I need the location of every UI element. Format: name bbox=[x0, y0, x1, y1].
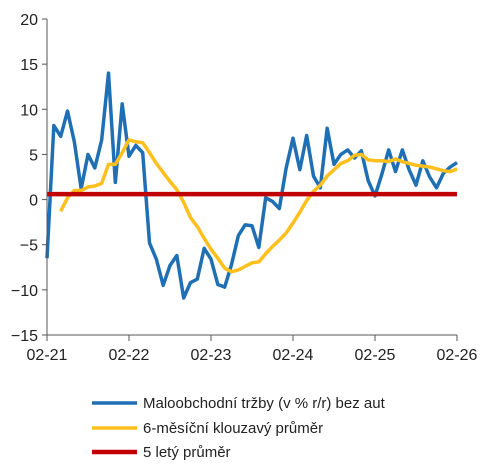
x-tick-label: 02-22 bbox=[109, 347, 150, 364]
y-tick-label: −5 bbox=[20, 238, 38, 255]
x-axis: 02-21 02-22 02-23 02-24 02-25 02-26 bbox=[27, 334, 478, 364]
y-tick-label: 15 bbox=[20, 57, 38, 74]
x-tick-label: 02-23 bbox=[191, 347, 232, 364]
x-tick-label: 02-24 bbox=[273, 347, 314, 364]
legend-item-five-year-average: 5 letý průměr bbox=[92, 444, 231, 461]
y-tick-label: −15 bbox=[11, 328, 38, 345]
y-tick-label: 20 bbox=[20, 12, 38, 29]
y-tick-label: 10 bbox=[20, 102, 38, 119]
legend-label: Maloobchodní tržby (v % r/r) bez aut bbox=[143, 395, 386, 412]
y-tick-label: 0 bbox=[29, 193, 38, 210]
moving-average-series bbox=[59, 138, 458, 274]
legend-label: 6-měsíční klouzavý průměr bbox=[143, 420, 323, 437]
x-tick-label: 02-25 bbox=[355, 347, 396, 364]
y-tick-label: 5 bbox=[29, 147, 38, 164]
legend-item-retail-sales: Maloobchodní tržby (v % r/r) bez aut bbox=[92, 395, 386, 412]
legend-label: 5 letý průměr bbox=[143, 444, 231, 461]
y-tick-label: −10 bbox=[11, 283, 38, 300]
legend-item-moving-average: 6-měsíční klouzavý průměr bbox=[92, 420, 323, 437]
x-tick-label: 02-26 bbox=[437, 347, 478, 364]
legend: Maloobchodní tržby (v % r/r) bez aut 6-mě… bbox=[92, 395, 386, 461]
y-axis: 20 15 10 5 0 −5 −10 −15 bbox=[11, 12, 48, 345]
moving-average-series-line bbox=[59, 138, 458, 274]
retail-sales-series bbox=[45, 71, 458, 300]
plot-area bbox=[45, 71, 458, 300]
x-tick-label: 02-21 bbox=[27, 347, 68, 364]
